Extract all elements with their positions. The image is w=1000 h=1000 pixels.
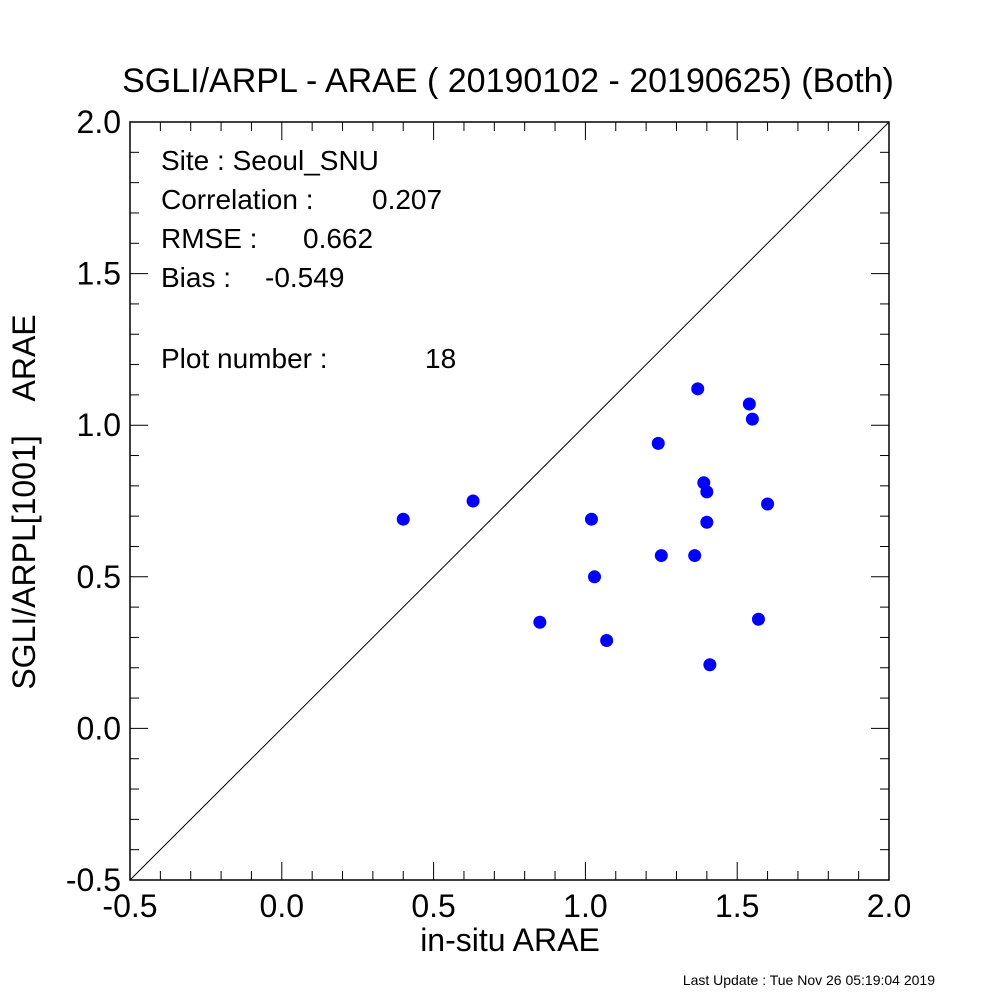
bias-value: -0.549 — [265, 262, 344, 293]
data-point — [703, 658, 717, 672]
data-point — [745, 412, 759, 426]
data-point — [654, 549, 668, 563]
y-tick-label: 1.5 — [77, 256, 121, 292]
data-point — [600, 633, 614, 647]
x-tick-label: -0.5 — [102, 888, 157, 924]
x-tick-label: 0.5 — [411, 888, 455, 924]
data-point — [588, 570, 602, 584]
data-point — [584, 512, 598, 526]
x-tick-label: 2.0 — [867, 888, 911, 924]
data-point — [742, 397, 756, 411]
y-axis-label: SGLI/ARPL[1001] ARAE — [6, 314, 42, 689]
correlation-label: Correlation : — [161, 184, 314, 215]
last-update-text: Last Update : Tue Nov 26 05:19:04 2019 — [683, 972, 935, 988]
site-text: Site : Seoul_SNU — [161, 145, 379, 176]
plot-number-value: 18 — [425, 343, 456, 374]
tick-labels: -0.5 0.0 0.5 1.0 1.5 2.0 -0.5 0.0 0.5 1.0 1.5 2.0 — [66, 104, 911, 924]
y-tick-label: 0.0 — [77, 710, 121, 746]
y-tick-label: 1.0 — [77, 407, 121, 443]
chart-title: SGLI/ARPL - ARAE ( 20190102 - 20190625) … — [122, 62, 894, 100]
plot-number-label: Plot number : — [161, 343, 328, 374]
rmse-label: RMSE : — [161, 223, 257, 254]
data-point — [396, 512, 410, 526]
data-point — [533, 615, 547, 629]
data-point — [700, 485, 714, 499]
stats-panel: Site : Seoul_SNU Correlation : 0.207 RMS… — [161, 145, 456, 374]
correlation-value: 0.207 — [372, 184, 442, 215]
data-point — [651, 436, 665, 450]
x-tick-label: 0.0 — [260, 888, 304, 924]
y-tick-label: -0.5 — [66, 862, 121, 898]
one-to-one-reference-line — [129, 121, 890, 881]
bias-label: Bias : — [161, 262, 231, 293]
data-point — [691, 382, 705, 396]
data-point — [751, 612, 765, 626]
rmse-value: 0.662 — [303, 223, 373, 254]
y-tick-label: 2.0 — [77, 104, 121, 140]
data-point — [466, 494, 480, 508]
data-points — [396, 382, 775, 672]
x-axis-label: in-situ ARAE — [420, 922, 600, 958]
x-tick-label: 1.0 — [563, 888, 607, 924]
y-tick-label: 0.5 — [77, 559, 121, 595]
data-point — [700, 515, 714, 529]
plot-frame — [129, 121, 890, 881]
data-point — [688, 549, 702, 563]
data-point — [761, 497, 775, 511]
x-tick-label: 1.5 — [715, 888, 759, 924]
